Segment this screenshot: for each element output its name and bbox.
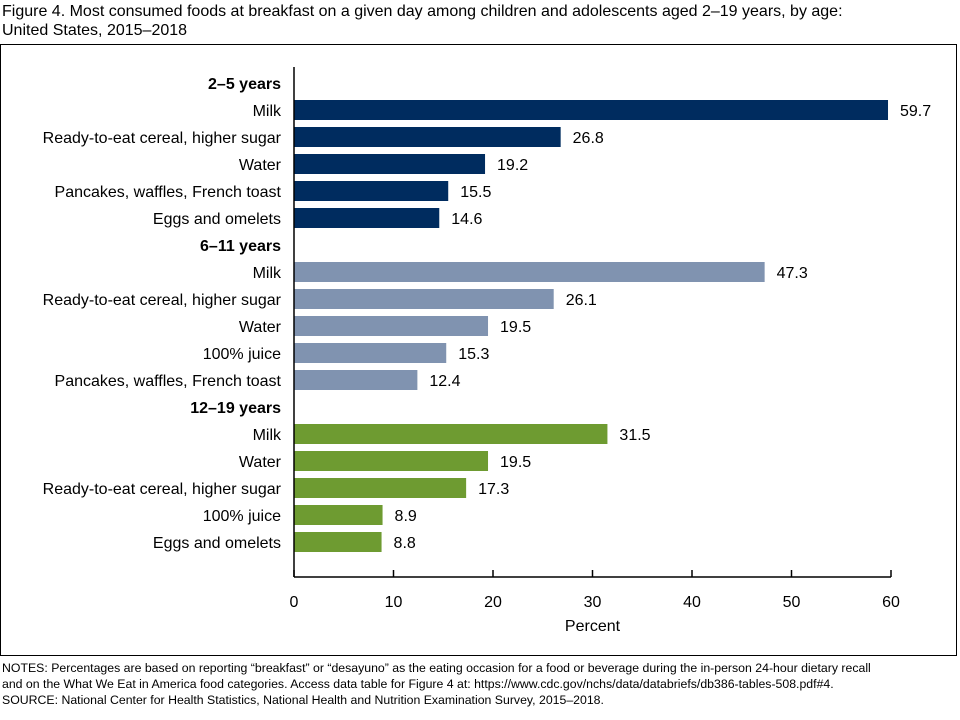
bar: [294, 181, 449, 201]
source-line: SOURCE: National Center for Health Stati…: [2, 693, 604, 707]
x-tick-label: 0: [290, 594, 299, 611]
figure-title-line-2: United States, 2015–2018: [2, 22, 188, 39]
category-label: Pancakes, waffles, French toast: [55, 373, 282, 390]
figure-notes: NOTES: Percentages are based on reportin…: [2, 660, 957, 708]
data-label: 26.8: [573, 130, 604, 147]
x-tick-label: 60: [882, 594, 900, 611]
data-label: 19.2: [497, 157, 528, 174]
bar: [294, 370, 418, 390]
x-axis-title: Percent: [565, 618, 621, 635]
bar: [294, 532, 382, 552]
category-label: Milk: [253, 265, 282, 282]
data-label: 17.3: [478, 481, 509, 498]
bar: [294, 316, 489, 336]
data-label: 26.1: [566, 292, 597, 309]
notes-line-1: NOTES: Percentages are based on reportin…: [2, 661, 871, 675]
category-label: Water: [239, 157, 282, 174]
bar: [294, 262, 765, 282]
bar: [294, 208, 440, 228]
bar: [294, 424, 608, 444]
x-tick-label: 30: [584, 594, 602, 611]
data-label: 47.3: [777, 265, 808, 282]
category-label: Water: [239, 319, 282, 336]
category-label: Water: [239, 454, 282, 471]
data-label: 14.6: [451, 211, 482, 228]
bar-chart: 2–5 years Milk 59.7 Ready-to-eat cereal, hi…: [43, 67, 931, 635]
x-tick-label: 20: [484, 594, 502, 611]
data-label: 19.5: [500, 454, 531, 471]
data-label: 15.5: [460, 184, 491, 201]
bar: [294, 127, 561, 147]
notes-line-2: and on the What We Eat in America food c…: [2, 677, 834, 691]
category-label: 100% juice: [203, 346, 281, 363]
x-tick-label: 50: [783, 594, 801, 611]
chart-frame: 2–5 years Milk 59.7 Ready-to-eat cereal, hi…: [0, 44, 957, 656]
category-label: Ready-to-eat cereal, higher sugar: [43, 130, 282, 147]
data-label: 12.4: [429, 373, 460, 390]
x-tick-label: 40: [683, 594, 701, 611]
category-label: Milk: [253, 103, 282, 120]
group-label: 6–11 years: [200, 238, 281, 255]
category-label: 100% juice: [203, 508, 281, 525]
category-label: Ready-to-eat cereal, higher sugar: [43, 481, 282, 498]
bar: [294, 343, 447, 363]
data-label: 15.3: [458, 346, 489, 363]
bar: [294, 154, 486, 174]
data-label: 59.7: [900, 103, 931, 120]
category-label: Pancakes, waffles, French toast: [55, 184, 282, 201]
category-label: Eggs and omelets: [153, 211, 281, 228]
figure-title-line-1: Figure 4. Most consumed foods at breakfa…: [2, 3, 843, 20]
category-label: Milk: [253, 427, 282, 444]
data-label: 8.8: [394, 535, 416, 552]
data-label: 8.9: [395, 508, 417, 525]
category-label: Ready-to-eat cereal, higher sugar: [43, 292, 282, 309]
bar: [294, 289, 554, 309]
group-label: 2–5 years: [208, 76, 281, 93]
figure-title: Figure 4. Most consumed foods at breakfa…: [2, 2, 952, 40]
bar: [294, 100, 889, 120]
group-label: 12–19 years: [190, 400, 281, 417]
bar: [294, 451, 489, 471]
data-label: 19.5: [500, 319, 531, 336]
x-tick-label: 10: [385, 594, 403, 611]
category-label: Eggs and omelets: [153, 535, 281, 552]
bar: [294, 505, 383, 525]
bar: [294, 478, 467, 498]
data-label: 31.5: [619, 427, 650, 444]
